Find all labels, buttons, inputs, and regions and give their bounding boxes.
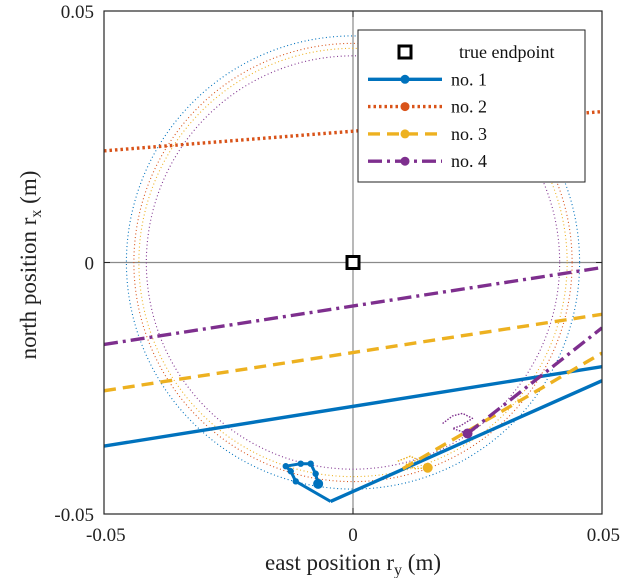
x-axis-title-unit: (m) (402, 550, 441, 575)
series-track-point (282, 463, 289, 470)
series-track-point (292, 478, 299, 485)
series-endpoint-marker (422, 462, 433, 473)
legend-label: no. 3 (451, 124, 487, 144)
series-line (104, 265, 602, 347)
series-line (329, 379, 602, 503)
legend-symbol-marker (400, 74, 410, 84)
legend-label: no. 1 (451, 69, 487, 89)
y-axis-title-unit: (m) (16, 171, 41, 210)
legend-label: true endpoint (459, 42, 554, 62)
series-lines (104, 109, 602, 503)
legend-symbol-marker (400, 102, 410, 112)
y-axis-title-main: north position r (16, 217, 41, 359)
legend-symbol-marker (400, 156, 410, 166)
series-track-point (312, 470, 319, 477)
legend-label: no. 2 (451, 97, 487, 117)
series-track-point (287, 468, 294, 475)
legend-symbol-marker (400, 129, 410, 139)
x-axis-title: east position ry (m) (265, 550, 441, 578)
uncertainty-circle (145, 55, 561, 470)
legend-symbol-true-endpoint (397, 44, 413, 60)
y-tick-label: 0.05 (61, 2, 94, 23)
series-track (397, 455, 428, 470)
legend: true endpoint no. 1 no. 2 no. 3 no. 4 (357, 29, 586, 183)
uncertainty-circle (133, 42, 573, 483)
y-tick-label: -0.05 (54, 505, 94, 526)
y-axis-title-subscript: x (28, 210, 45, 218)
series-markers (313, 255, 473, 489)
y-axis-title: north position rx (m) (16, 171, 45, 360)
series-track-point (297, 460, 304, 467)
axis-ticks: -0.05 0 0.05 -0.05 0 0.05 (54, 2, 620, 546)
x-axis-title-subscript: y (394, 562, 402, 578)
uncertainty-circle (138, 47, 568, 478)
series-line (104, 364, 602, 448)
legend-label: no. 4 (451, 151, 487, 171)
x-tick-label: -0.05 (86, 525, 126, 546)
series-tracks (282, 412, 474, 503)
true-endpoint-marker (345, 255, 361, 270)
series-line (466, 326, 602, 435)
y-tick-label: 0 (85, 254, 95, 275)
series-line (104, 312, 602, 393)
series-endpoint-marker (462, 428, 473, 439)
series-track-point (307, 460, 314, 467)
series-endpoint-marker (313, 478, 324, 489)
uncertainty-circles (125, 35, 581, 490)
x-tick-label: 0.05 (587, 525, 620, 546)
x-axis-title-main: east position r (265, 550, 394, 575)
x-tick-label: 0 (348, 525, 358, 546)
series-line (401, 351, 602, 471)
uncertainty-circle (125, 35, 581, 490)
series-line (104, 109, 602, 153)
series-track (442, 412, 474, 435)
